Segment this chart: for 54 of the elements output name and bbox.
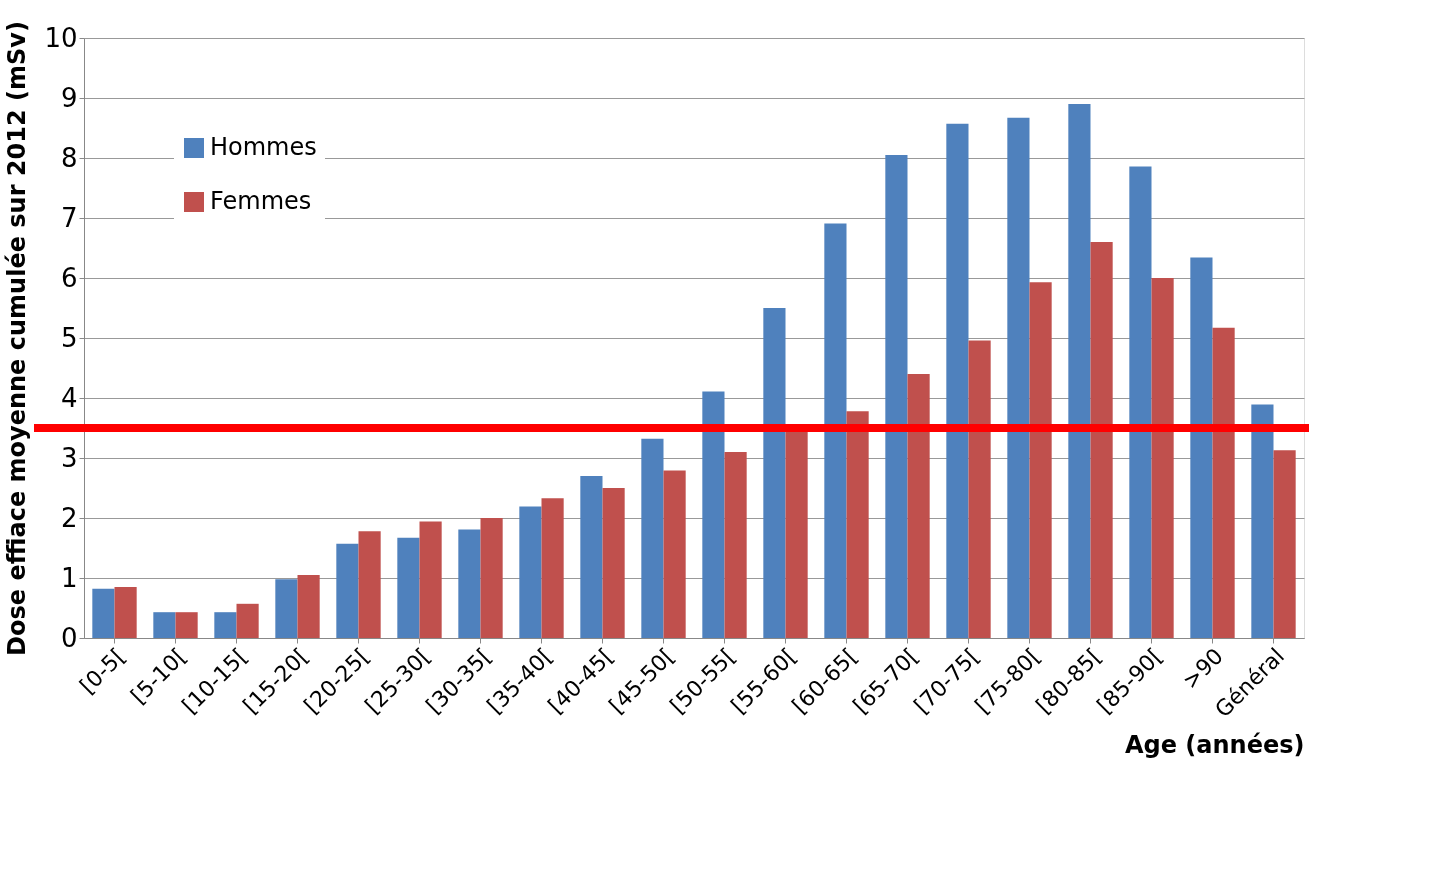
bar [602, 488, 625, 638]
bar [1190, 257, 1213, 638]
bar [297, 575, 320, 638]
bar [1007, 117, 1030, 638]
bar [153, 612, 176, 638]
y-tick-label: 8 [60, 142, 78, 173]
y-tick-label: 0 [60, 622, 78, 653]
bar [541, 498, 564, 638]
y-tick-label: 9 [60, 82, 78, 113]
bar [907, 374, 930, 638]
y-tick-label: 6 [60, 262, 78, 293]
bar [846, 411, 869, 638]
bar [1090, 242, 1113, 638]
bar [236, 603, 259, 638]
bar [519, 506, 542, 638]
bar [214, 612, 237, 638]
y-tick-label: 5 [60, 322, 78, 353]
y-tick-label: 10 [44, 22, 78, 53]
bar [663, 470, 686, 638]
bar [968, 340, 991, 638]
bar [1029, 282, 1052, 638]
bar [1212, 327, 1235, 638]
bar [946, 123, 969, 638]
bar [885, 155, 908, 638]
legend-label: Femmes [210, 187, 312, 215]
bar [641, 438, 664, 638]
bar [92, 588, 115, 638]
legend-label: Hommes [210, 133, 317, 161]
y-axis-title: Dose effiace moyenne cumulée sur 2012 (mSv) [3, 21, 32, 656]
bar [458, 529, 481, 638]
bar [480, 518, 503, 638]
bar [358, 531, 381, 638]
x-axis-title: Age (années) [1124, 730, 1305, 759]
bar [763, 308, 786, 638]
y-tick-label: 2 [60, 502, 78, 533]
bar [702, 391, 725, 638]
bar [1068, 104, 1091, 638]
y-tick-label: 4 [60, 382, 78, 413]
bar [724, 452, 747, 638]
bar [1129, 166, 1152, 638]
bar [397, 537, 420, 638]
bar [824, 223, 847, 638]
bar [175, 612, 198, 638]
y-tick-label: 1 [60, 562, 78, 593]
bar [419, 521, 442, 638]
bar [336, 543, 359, 638]
bar [1273, 450, 1296, 638]
bar [1251, 404, 1274, 638]
bar [275, 579, 298, 638]
bar [1151, 278, 1174, 638]
bar [114, 587, 137, 638]
y-tick-label: 3 [60, 442, 78, 473]
bar [580, 476, 603, 638]
y-tick-label: 7 [60, 202, 78, 233]
